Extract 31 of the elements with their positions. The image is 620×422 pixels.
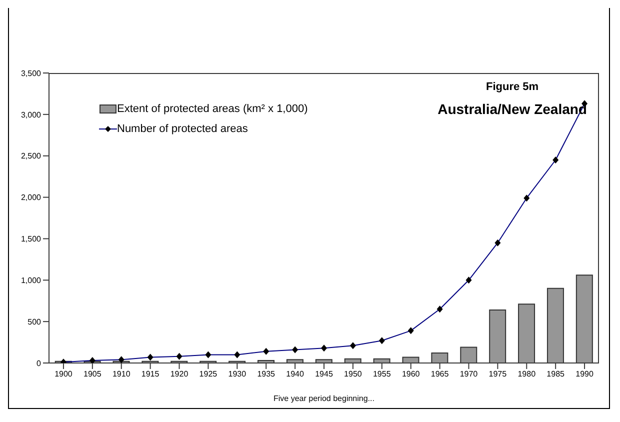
x-tick-label: 1930 (228, 370, 247, 379)
x-tick-label: 1920 (170, 370, 189, 379)
x-tick-label: 1915 (141, 370, 160, 379)
x-tick-label: 1985 (546, 370, 566, 379)
text: Figure 5m (485, 81, 540, 93)
x-tick-label: 1935 (257, 370, 276, 379)
x-tick-label: 1970 (460, 370, 478, 379)
x-tick-label: 1990 (576, 370, 594, 379)
y-tick-label: 500 (28, 317, 42, 326)
x-tick-label: 1900 (54, 370, 73, 379)
x-tick-label: 1950 (344, 370, 362, 379)
x-tick-label: 1905 (84, 370, 102, 379)
x-tick-label: 1965 (430, 370, 450, 379)
y-tick-label: 2,500 (20, 152, 42, 161)
y-tick-label: 3,500 (20, 68, 42, 78)
y-tick-label: 1,000 (20, 276, 42, 285)
y-tick-label: 3,000 (20, 110, 42, 120)
y-tick-label: 1,500 (20, 234, 42, 244)
y-tick-label: 2,000 (20, 193, 42, 202)
x-tick-label: 1980 (518, 370, 536, 379)
x-tick-label: 1975 (488, 370, 508, 379)
x-tick-label: 1910 (112, 370, 131, 379)
x-tick-label: 1960 (402, 370, 420, 379)
y-tick-label: 0 (36, 358, 42, 368)
x-tick-label: 1945 (315, 370, 334, 379)
x-axis-title: Five year period beginning... (274, 394, 374, 403)
x-tick-label: 1925 (199, 370, 218, 379)
x-tick-label: 1955 (372, 370, 392, 379)
legend-label: Number of protected areas (117, 123, 248, 135)
x-tick-label: 1940 (286, 370, 304, 379)
legend-label: Extent of protected areas (km² x 1,000) (117, 103, 308, 115)
